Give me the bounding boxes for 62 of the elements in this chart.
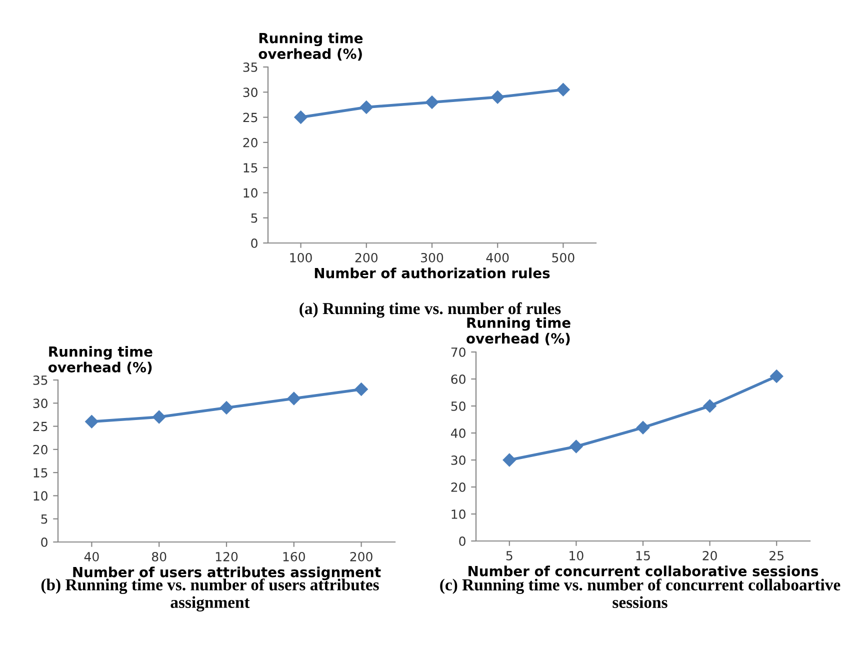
y-tick-label: 20	[33, 444, 48, 454]
point	[152, 410, 166, 424]
y-tick-label: 10	[452, 509, 466, 519]
y-tick-label: 60	[451, 374, 466, 384]
y-tick-label: 35	[33, 375, 48, 385]
point	[354, 382, 368, 396]
x-tick-label: 80	[152, 552, 166, 562]
y-tick-label: 25	[243, 112, 258, 122]
point	[502, 453, 516, 467]
y-tick-label: 5	[41, 514, 48, 524]
x-tick-label: 40	[84, 552, 99, 562]
point	[360, 100, 373, 114]
y-tick-label: 10	[34, 491, 48, 501]
y-tick-label: 30	[33, 398, 48, 408]
x-tick-label: 5	[506, 551, 512, 560]
y-tick-label: 40	[450, 428, 466, 438]
y-tick-label: 70	[451, 347, 466, 357]
point	[703, 399, 716, 413]
text: (c) Running time vs. number of concurrent collaboartive sessions	[440, 578, 840, 608]
y-tick-label: 0	[41, 537, 48, 547]
x-tick-label: 500	[552, 252, 574, 262]
point	[287, 392, 300, 406]
point	[294, 110, 308, 124]
x-tick-label: 120	[216, 552, 238, 562]
y-axis-title: Running time overhead (%)	[48, 346, 152, 374]
y-tick-label: 50	[451, 401, 466, 411]
point	[491, 90, 504, 104]
y-tick-label: 20	[451, 482, 466, 492]
point	[770, 370, 784, 383]
point	[636, 421, 650, 434]
point	[570, 440, 583, 454]
point	[556, 83, 570, 96]
x-tick-label: 200	[355, 252, 378, 262]
x-tick-label: 100	[290, 252, 312, 262]
text: (b) Running time vs. number of users attributes assignment	[41, 578, 379, 612]
y-tick-label: 10	[244, 188, 258, 198]
point	[220, 401, 234, 414]
y-tick-label: 20	[243, 138, 258, 148]
x-tick-label: 400	[486, 252, 509, 262]
x-axis-title: Number of authorization rules	[314, 268, 550, 278]
x-tick-label: 200	[350, 552, 372, 562]
text: (a) Running time vs. number of rules	[300, 302, 561, 318]
point	[425, 96, 439, 109]
y-tick-label: 30	[451, 455, 466, 465]
y-tick-label: 5	[251, 213, 258, 223]
x-tick-label: 15	[636, 551, 650, 560]
x-tick-label: 10	[570, 550, 584, 560]
y-tick-label: 0	[459, 536, 466, 546]
point	[85, 415, 98, 428]
y-tick-label: 0	[251, 238, 258, 248]
y-tick-label: 15	[244, 163, 258, 172]
y-tick-label: 30	[243, 88, 258, 98]
y-tick-label: 35	[243, 62, 258, 72]
y-axis-title: Running time overhead (%)	[466, 317, 570, 346]
x-tick-label: 160	[283, 552, 305, 562]
x-tick-label: 20	[702, 550, 717, 560]
x-axis-title: Number of concurrent collaborative sessions	[468, 566, 818, 576]
y-tick-label: 15	[34, 468, 48, 478]
y-tick-label: 25	[33, 422, 48, 432]
y-axis-title: Running time overhead (%)	[258, 32, 363, 61]
x-tick-label: 25	[770, 550, 784, 560]
x-tick-label: 300	[421, 252, 444, 262]
